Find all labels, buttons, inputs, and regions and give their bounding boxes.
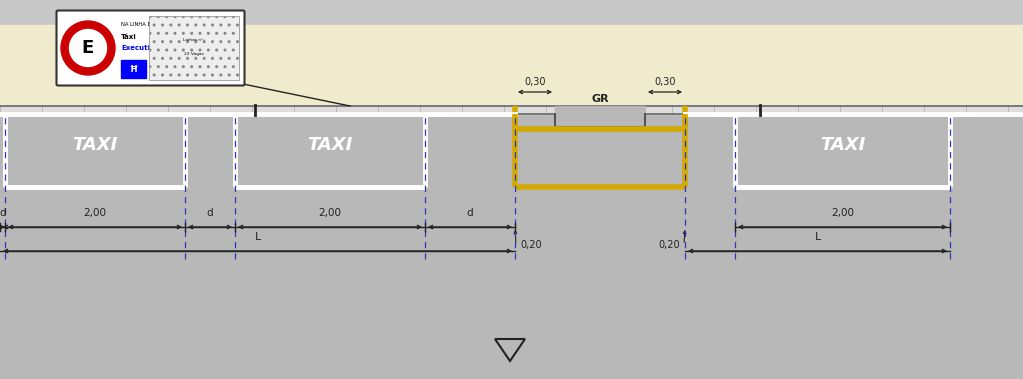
Circle shape [61, 21, 115, 75]
Text: 2,00: 2,00 [84, 208, 106, 218]
Text: 0,30: 0,30 [524, 77, 545, 87]
Bar [0, 106, 1023, 114]
Text: L: L [255, 232, 261, 242]
Text: E: E [82, 39, 94, 57]
Text: Executivo: Executivo [121, 45, 160, 51]
Text: d: d [466, 208, 474, 218]
FancyBboxPatch shape [56, 11, 244, 86]
Text: GR: GR [591, 94, 609, 104]
Bar [0, 114, 1023, 379]
Text: 2,00: 2,00 [318, 208, 342, 218]
Circle shape [70, 30, 106, 66]
Text: TAXI: TAXI [73, 136, 118, 155]
Bar [121, 60, 146, 78]
Text: 0,20: 0,20 [659, 240, 680, 250]
Bar [555, 106, 644, 127]
Text: L: L [814, 232, 820, 242]
Text: 22 Vagas: 22 Vagas [184, 52, 204, 56]
Text: 2,00: 2,00 [831, 208, 854, 218]
Text: Linhas n°:: Linhas n°: [183, 38, 205, 42]
Text: 0,20: 0,20 [520, 240, 541, 250]
FancyBboxPatch shape [149, 16, 239, 80]
Text: TAXI: TAXI [307, 136, 353, 155]
Text: Táxi: Táxi [121, 34, 137, 40]
Bar [0, 25, 1023, 107]
Text: d: d [207, 208, 214, 218]
Text: Ħ: Ħ [130, 64, 137, 74]
Text: NA LINHA BRANCA: NA LINHA BRANCA [121, 22, 169, 27]
Text: 0,30: 0,30 [655, 77, 676, 87]
Text: TAXI: TAXI [819, 136, 865, 155]
Text: d: d [0, 208, 6, 218]
